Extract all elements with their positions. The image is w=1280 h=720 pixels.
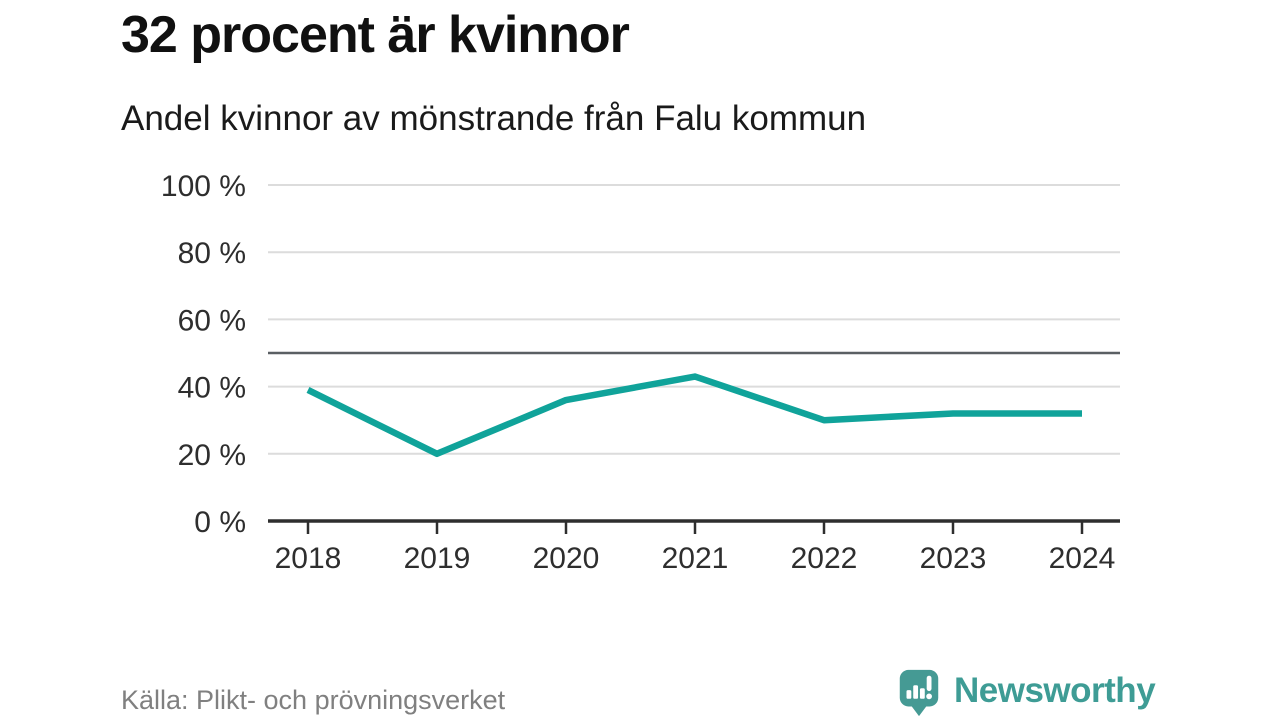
exclamation-dot [926, 693, 932, 700]
y-tick-label-60: 60 % [178, 304, 246, 337]
source-note: Källa: Plikt- och prövningsverket [121, 685, 506, 715]
x-tick-label-2022: 2022 [791, 542, 858, 575]
newsworthy-chart-bubble-icon [899, 669, 939, 717]
x-tick-label-2019: 2019 [404, 542, 471, 575]
x-tick-label-2018: 2018 [275, 542, 342, 575]
data-line [306, 373, 1082, 458]
y-tick-label-100: 100 % [161, 170, 246, 203]
bar-2 [913, 685, 919, 699]
x-tick-label-2021: 2021 [662, 542, 729, 575]
brand-name: Newsworthy [954, 671, 1156, 710]
exclamation-stroke [926, 675, 932, 692]
newsworthy-logo: Newsworthy [896, 668, 1196, 720]
chart-title: 32 procent är kvinnor [121, 6, 630, 64]
bar-3 [919, 688, 925, 699]
bar-1 [906, 690, 912, 699]
bubble-shape [899, 669, 939, 717]
y-tick-label-0: 0 % [194, 506, 246, 539]
x-tick-label-2024: 2024 [1049, 542, 1116, 575]
y-tick-label-80: 80 % [178, 237, 246, 270]
y-tick-label-20: 20 % [178, 439, 246, 472]
chart-subtitle: Andel kvinnor av mönstrande från Falu ko… [121, 99, 867, 138]
x-tick-label-2023: 2023 [920, 542, 987, 575]
y-tick-label-40: 40 % [178, 372, 246, 405]
x-tick-label-2020: 2020 [533, 542, 600, 575]
